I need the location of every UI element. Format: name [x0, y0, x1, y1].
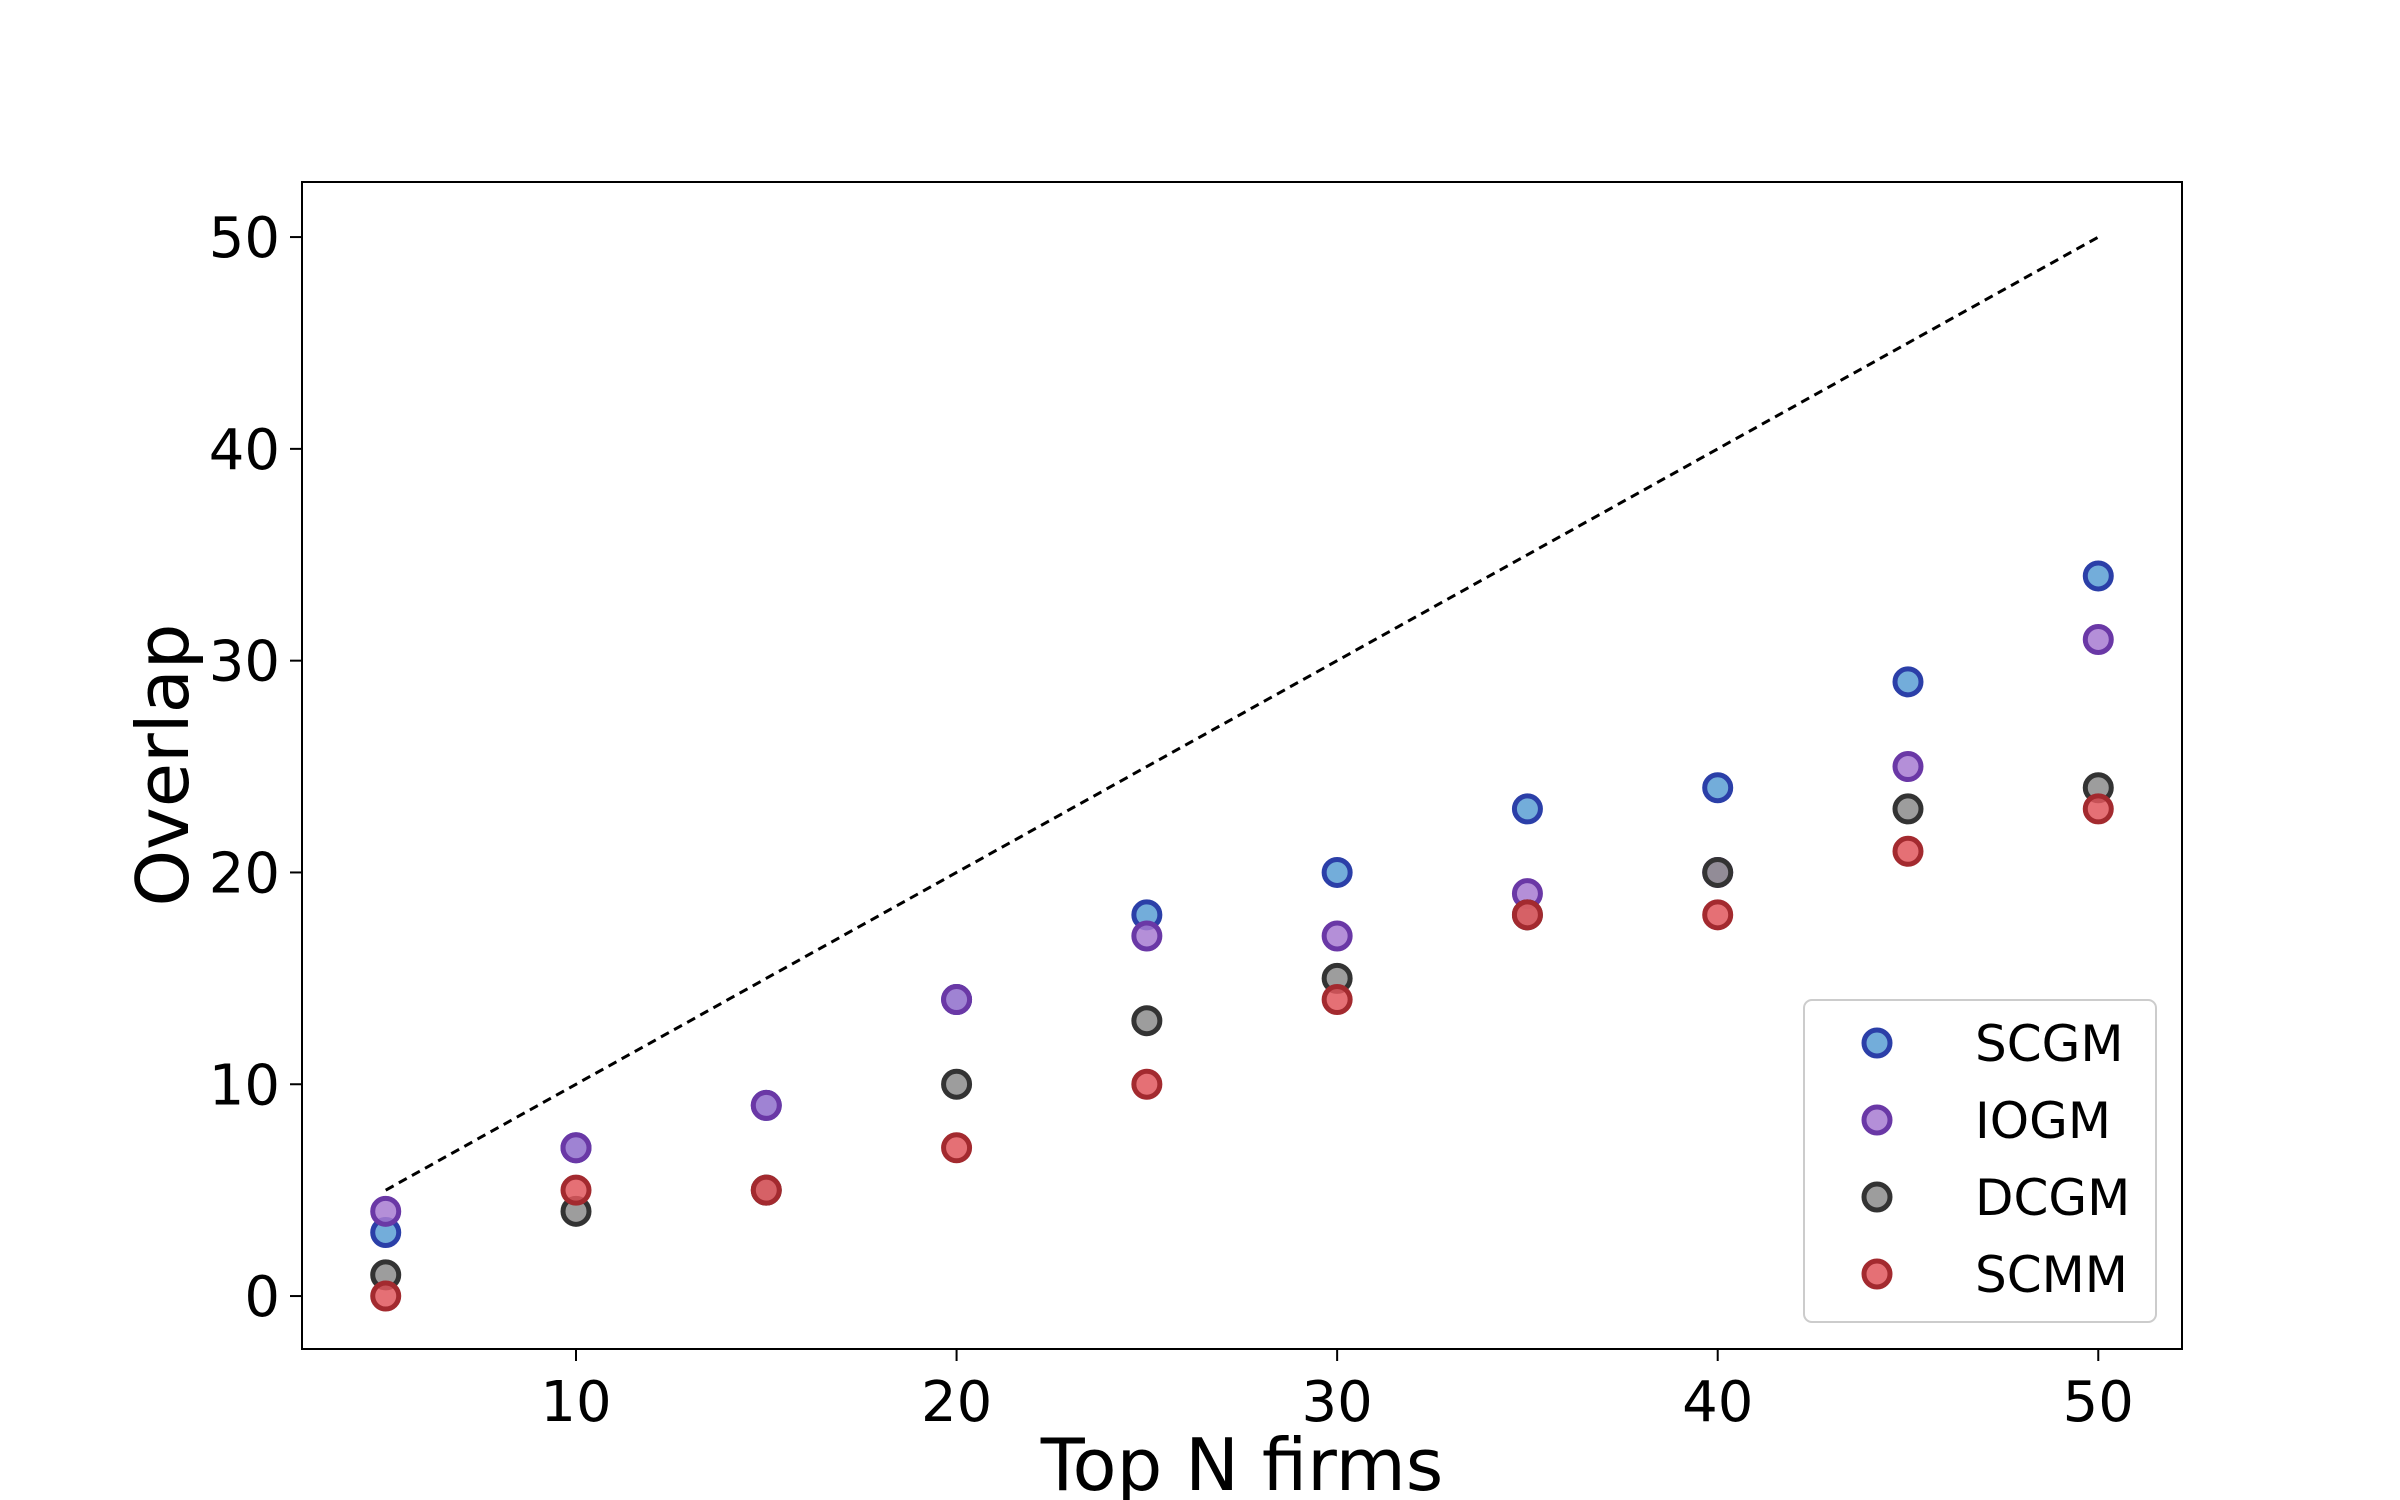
legend: SCGM IOGM DCGM SCMM	[1803, 999, 2157, 1323]
data-point	[1511, 793, 1543, 825]
data-point	[1131, 1068, 1163, 1100]
data-point	[750, 1174, 782, 1206]
data-points-layer	[370, 560, 2114, 1312]
x-axis: 10 20 30 40 50	[540, 1349, 2134, 1435]
series-scmm	[370, 793, 2114, 1312]
data-point	[1892, 751, 1924, 783]
legend-label: DCGM	[1975, 1169, 2130, 1227]
legend-item-scgm: SCGM	[1861, 1015, 2124, 1073]
legend-label: SCMM	[1975, 1246, 2128, 1304]
legend-item-dcgm: DCGM	[1861, 1169, 2130, 1227]
data-point	[1511, 899, 1543, 931]
x-tick-label: 30	[1302, 1370, 1373, 1435]
legend-item-iogm: IOGM	[1861, 1092, 2111, 1150]
data-point	[1892, 835, 1924, 867]
data-point	[560, 1132, 592, 1164]
data-point	[370, 1280, 402, 1312]
data-point	[1702, 899, 1734, 931]
legend-marker	[1861, 1181, 1893, 1213]
data-point	[560, 1174, 592, 1206]
data-point	[1321, 856, 1353, 888]
data-point	[1131, 1005, 1163, 1037]
y-tick-label: 0	[244, 1265, 280, 1330]
legend-marker	[1861, 1258, 1893, 1290]
data-point	[370, 1195, 402, 1227]
legend-label: SCGM	[1975, 1015, 2124, 1073]
legend-marker	[1861, 1104, 1893, 1136]
y-tick-label: 20	[209, 841, 280, 906]
x-tick-label: 20	[921, 1370, 992, 1435]
y-tick-label: 40	[209, 418, 280, 483]
data-point	[1131, 920, 1163, 952]
legend-item-scmm: SCMM	[1861, 1246, 2128, 1304]
legend-marker	[1861, 1027, 1893, 1059]
y-tick-label: 30	[209, 630, 280, 695]
x-tick-label: 50	[2063, 1370, 2134, 1435]
legend-label: IOGM	[1975, 1092, 2111, 1150]
data-point	[1702, 856, 1734, 888]
legend-box	[1803, 999, 2157, 1323]
data-point	[941, 1132, 973, 1164]
data-point	[1321, 920, 1353, 952]
reference-line	[384, 235, 2100, 1192]
data-point	[1321, 984, 1353, 1016]
y-axis-title: Overlap	[121, 623, 205, 906]
x-tick-label: 10	[540, 1370, 611, 1435]
data-point	[2082, 560, 2114, 592]
y-axis: 0 10 20 30 40 50	[209, 206, 302, 1330]
data-point	[2082, 793, 2114, 825]
data-point	[1892, 793, 1924, 825]
reference-line-layer	[384, 235, 2100, 1192]
y-tick-label: 50	[209, 206, 280, 271]
x-axis-title: Top N firms	[1040, 1423, 1443, 1500]
data-point	[941, 984, 973, 1016]
data-point	[2082, 623, 2114, 655]
data-point	[1892, 666, 1924, 698]
data-point	[1702, 772, 1734, 804]
data-point	[750, 1089, 782, 1121]
x-tick-label: 40	[1682, 1370, 1753, 1435]
y-tick-label: 10	[209, 1053, 280, 1118]
data-point	[941, 1068, 973, 1100]
